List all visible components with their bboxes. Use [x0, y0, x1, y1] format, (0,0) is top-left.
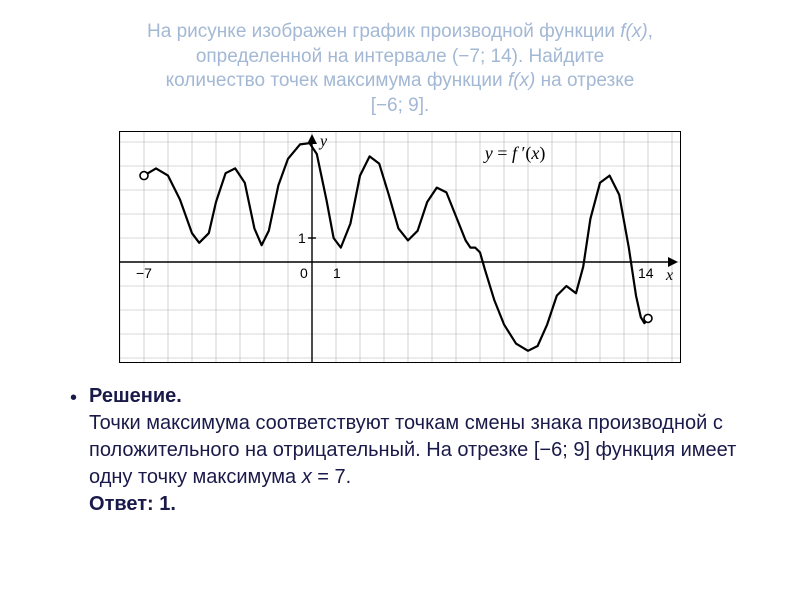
problem-title: На рисунке изображен график производной …	[30, 20, 770, 119]
svg-text:1: 1	[333, 265, 341, 281]
svg-text:−7: −7	[136, 265, 152, 281]
chart-container: y x 0 1 1 −7 14 y = f ′(x)	[30, 131, 770, 363]
solution-heading: Решение.	[89, 385, 182, 407]
svg-text:1: 1	[298, 230, 306, 246]
svg-text:x: x	[665, 267, 673, 284]
solution-block: • Решение. Точки максимума соответствуют…	[30, 383, 770, 518]
svg-text:14: 14	[638, 265, 654, 281]
title-text: На рисунке изображен график производной …	[147, 21, 620, 42]
svg-text:y: y	[318, 133, 328, 150]
title-fx1: f(x)	[620, 21, 647, 42]
derivative-chart: y x 0 1 1 −7 14 y = f ′(x)	[119, 131, 681, 363]
svg-text:0: 0	[300, 265, 308, 281]
answer: Ответ: 1.	[89, 493, 176, 515]
svg-text:y = f ′(x): y = f ′(x)	[483, 143, 546, 164]
bullet-icon: •	[70, 385, 77, 412]
title-fx2: f(x)	[508, 70, 535, 91]
solution-text: Решение. Точки максимума соответствуют т…	[89, 383, 770, 518]
